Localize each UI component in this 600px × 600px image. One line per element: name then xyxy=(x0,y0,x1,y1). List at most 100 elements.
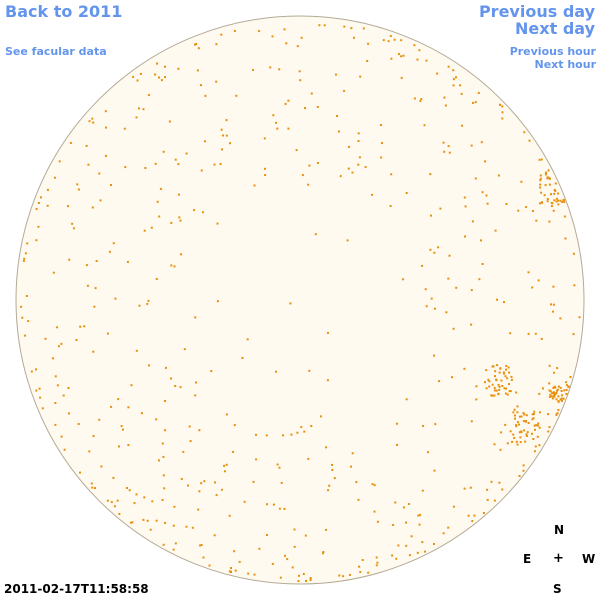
facula-dot xyxy=(233,424,236,427)
facula-dot xyxy=(188,425,191,428)
facula-dot xyxy=(536,435,539,438)
facula-dot xyxy=(41,407,44,410)
facula-dot xyxy=(538,444,541,447)
facula-dot xyxy=(255,458,258,461)
facula-dot xyxy=(191,526,194,529)
facula-dot xyxy=(154,73,157,76)
facula-dot xyxy=(271,562,274,565)
next-day-link[interactable]: Next day xyxy=(515,19,595,38)
facula-dot xyxy=(550,395,553,398)
facula-dot xyxy=(493,389,496,392)
facula-dot xyxy=(381,142,383,145)
facula-dot xyxy=(148,364,151,367)
facula-dot xyxy=(551,392,554,395)
facula-dot xyxy=(375,564,378,567)
facula-dot xyxy=(504,392,507,395)
facula-dot xyxy=(85,264,88,267)
facula-dot xyxy=(447,65,450,68)
facula-dot xyxy=(405,398,408,401)
facula-dot xyxy=(531,286,534,289)
see-facular-data-link[interactable]: See facular data xyxy=(5,45,107,58)
facula-dot xyxy=(298,70,301,73)
facula-dot xyxy=(419,513,422,516)
facula-dot xyxy=(155,418,158,421)
facula-dot xyxy=(305,580,307,582)
facula-dot xyxy=(443,96,446,99)
facula-dot xyxy=(561,399,563,402)
facula-dot xyxy=(533,450,536,453)
facula-dot xyxy=(87,163,90,166)
facula-dot xyxy=(93,305,96,308)
facula-dot xyxy=(283,507,286,510)
facula-dot xyxy=(326,379,329,382)
facula-dot xyxy=(512,411,515,414)
facula-dot xyxy=(553,371,555,374)
next-hour-link[interactable]: Next hour xyxy=(534,58,597,71)
facula-dot xyxy=(569,376,572,378)
facula-dot xyxy=(57,345,60,348)
facula-dot xyxy=(361,559,364,561)
facula-dot xyxy=(214,481,216,484)
facula-dot xyxy=(322,551,325,553)
facula-dot xyxy=(469,486,472,489)
facula-dot xyxy=(518,423,520,426)
facula-dot xyxy=(258,547,261,550)
facula-dot xyxy=(511,440,514,443)
facula-dot xyxy=(92,121,95,124)
facula-dot xyxy=(122,428,124,431)
facula-dot xyxy=(452,84,455,87)
facula-dot xyxy=(493,394,496,397)
facula-dot xyxy=(418,49,421,52)
facula-dot xyxy=(179,386,182,389)
facula-dot xyxy=(199,544,202,547)
facula-dot xyxy=(26,242,29,245)
facula-dot xyxy=(200,169,203,172)
facula-dot xyxy=(407,503,410,505)
facula-dot xyxy=(99,199,102,202)
previous-day-link[interactable]: Previous day xyxy=(478,2,595,21)
facula-dot xyxy=(220,33,223,36)
previous-hour-link[interactable]: Previous hour xyxy=(509,45,596,58)
back-to-year-link[interactable]: Back to 2011 xyxy=(5,2,123,21)
facula-dot xyxy=(405,192,408,194)
facula-dot xyxy=(497,393,500,396)
facula-dot xyxy=(464,235,466,238)
facula-dot xyxy=(79,471,81,474)
facula-dot xyxy=(298,574,300,577)
facula-dot xyxy=(371,193,374,196)
facula-dot xyxy=(327,489,330,492)
facula-dot xyxy=(557,192,560,195)
facula-dot xyxy=(21,316,24,319)
facula-dot xyxy=(557,400,560,403)
facula-dot xyxy=(523,429,525,432)
facula-dot xyxy=(94,287,97,290)
facula-dot xyxy=(266,534,268,536)
facula-dot xyxy=(520,431,523,434)
facula-dot xyxy=(501,488,504,491)
facula-dot xyxy=(333,477,336,480)
facula-dot xyxy=(375,556,378,559)
facula-dot xyxy=(548,183,551,186)
facula-dot xyxy=(174,385,177,387)
facula-dot xyxy=(52,271,55,274)
facula-dot xyxy=(263,137,266,140)
facula-dot xyxy=(474,101,477,104)
facula-dot xyxy=(200,482,203,485)
facula-dot xyxy=(347,167,350,170)
facula-dot xyxy=(285,42,288,45)
facula-dot xyxy=(299,79,302,82)
facula-dot xyxy=(162,150,165,153)
facula-dot xyxy=(546,198,549,200)
facula-dot xyxy=(216,300,219,303)
facula-dot xyxy=(396,443,398,446)
facula-dot xyxy=(132,75,135,78)
facula-dot xyxy=(235,94,238,97)
facula-dot xyxy=(91,117,94,120)
facula-dot xyxy=(484,381,486,384)
facula-dot xyxy=(367,42,370,45)
facula-dot xyxy=(114,297,117,300)
facula-dot xyxy=(223,470,226,473)
facula-dot xyxy=(421,541,424,544)
facula-dot xyxy=(546,200,549,203)
facula-dot xyxy=(62,394,65,397)
